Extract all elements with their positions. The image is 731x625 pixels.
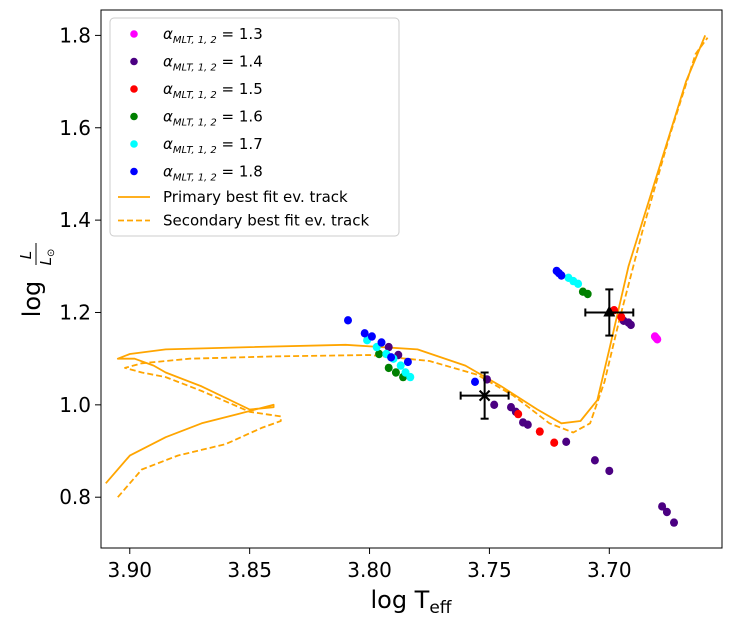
point-alpha-1-6 — [583, 289, 592, 299]
legend-marker — [130, 30, 138, 38]
point-alpha-1-4 — [490, 400, 499, 409]
y-axis-label-numerator: L — [17, 251, 35, 259]
x-tick-label: 3.70 — [587, 558, 632, 582]
evolutionary-tracks — [105, 35, 709, 498]
observation-1 — [459, 371, 510, 420]
y-tick-label: 1.8 — [59, 23, 91, 47]
legend: αMLT, 1, 2 = 1.3 αMLT, 1, 2 = 1.4 αMLT, 1,… — [109, 17, 400, 237]
legend-marker — [130, 57, 138, 66]
x-tick-label: 3.90 — [108, 558, 153, 582]
point-alpha-1-4 — [626, 320, 635, 330]
point-alpha-1-4 — [384, 342, 393, 352]
legend-marker — [130, 167, 138, 176]
legend-label: αMLT, 1, 2 = 1.5 — [163, 80, 263, 101]
point-alpha-1-8 — [557, 271, 566, 280]
point-alpha-1-6 — [391, 368, 400, 377]
legend-label: Secondary best fit ev. track — [163, 212, 369, 230]
point-alpha-1-6 — [384, 363, 393, 373]
y-axis-label-denominator: L⊙ — [37, 249, 57, 266]
track-primary — [105, 35, 707, 484]
legend-marker — [130, 140, 138, 148]
x-tick-label: 3.80 — [347, 558, 392, 582]
triangle-marker — [603, 305, 616, 317]
point-alpha-1-5 — [514, 409, 523, 419]
legend-label: αMLT, 1, 2 = 1.3 — [163, 25, 263, 46]
legend-marker — [130, 85, 138, 93]
y-tick-label: 1.0 — [59, 393, 91, 417]
point-alpha-1-4 — [605, 466, 614, 476]
point-alpha-1-7 — [396, 361, 405, 370]
point-alpha-1-4 — [590, 456, 599, 465]
y-axis: 0.8 1.0 1.2 1.4 1.6 1.8 — [59, 23, 101, 509]
track-secondary — [117, 37, 709, 498]
x-tick-label: 3.85 — [227, 558, 272, 582]
legend-label: αMLT, 1, 2 = 1.7 — [163, 135, 263, 156]
legend-marker — [130, 112, 138, 121]
point-alpha-1-5 — [535, 427, 544, 436]
x-marker — [478, 389, 491, 402]
point-alpha-1-3 — [653, 335, 662, 344]
legend-label: αMLT, 1, 2 = 1.8 — [163, 163, 263, 184]
legend-box — [109, 17, 400, 237]
scatter-points — [344, 266, 678, 527]
point-alpha-1-8 — [367, 332, 376, 341]
point-alpha-1-7 — [406, 372, 415, 382]
legend-label: Primary best fit ev. track — [163, 188, 348, 206]
point-alpha-1-8 — [403, 357, 412, 367]
y-tick-label: 1.2 — [59, 300, 91, 324]
point-alpha-1-7 — [574, 279, 583, 288]
point-alpha-1-8 — [471, 377, 479, 386]
y-tick-label: 1.4 — [59, 208, 91, 232]
y-tick-label: 1.6 — [59, 116, 91, 140]
y-tick-label: 0.8 — [59, 485, 91, 509]
observed-components — [459, 288, 635, 420]
legend-label: αMLT, 1, 2 = 1.6 — [163, 108, 263, 129]
point-alpha-1-8 — [387, 353, 396, 362]
point-alpha-1-4 — [658, 502, 667, 511]
x-axis: 3.90 3.85 3.80 3.75 3.70 — [108, 548, 632, 582]
point-alpha-1-8 — [377, 338, 386, 347]
point-alpha-1-8 — [360, 329, 369, 338]
point-alpha-1-6 — [375, 349, 384, 359]
x-tick-label: 3.75 — [467, 558, 512, 582]
point-alpha-1-4 — [662, 507, 671, 517]
y-axis-label-log: log — [18, 281, 46, 318]
point-alpha-1-5 — [550, 438, 559, 447]
point-alpha-1-5 — [617, 312, 626, 322]
point-alpha-1-4 — [562, 437, 571, 446]
legend-label: αMLT, 1, 2 = 1.4 — [163, 53, 263, 74]
x-axis-label: log Teff — [370, 586, 452, 618]
y-axis-label: log L L⊙ — [17, 243, 57, 317]
point-alpha-1-4 — [670, 518, 678, 527]
point-alpha-1-4 — [523, 420, 532, 429]
point-alpha-1-8 — [344, 316, 352, 325]
observation-2 — [584, 288, 635, 337]
